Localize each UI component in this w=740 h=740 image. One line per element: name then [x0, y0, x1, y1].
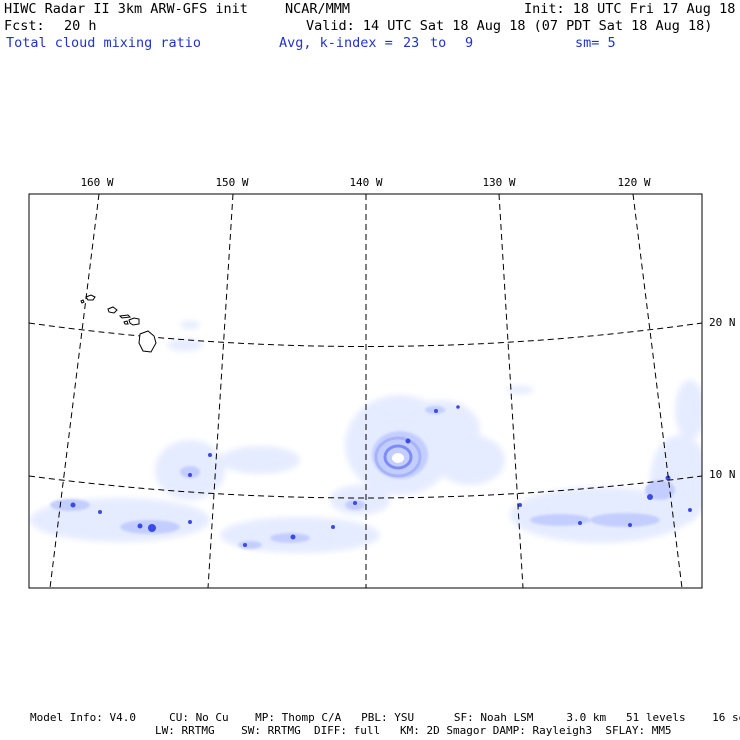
k-index-label: Avg, k-index = [279, 35, 393, 51]
field-name: Total cloud mixing ratio [6, 35, 202, 51]
lon-label-140w: 140 W [349, 176, 383, 189]
model-title: HIWC Radar II 3km ARW-GFS init [4, 1, 248, 17]
valid-time: Valid: 14 UTC Sat 18 Aug 18 (07 PDT Sat … [306, 18, 713, 34]
model-info-line-2: LW: RRTMG SW: RRTMG DIFF: full KM: 2D Sm… [155, 724, 672, 737]
lat-label-10n: 10 N [709, 468, 736, 481]
plot-frame [28, 193, 703, 589]
forecast-hours: 20 h [64, 18, 97, 34]
lon-label-130w: 130 W [482, 176, 516, 189]
island-hawaii [138, 330, 157, 353]
cloud-intense-cells [70, 405, 692, 547]
k-index-to-word: to [430, 35, 447, 51]
island-niihau [80, 299, 85, 304]
island-oahu [107, 306, 118, 314]
hawaiian-islands [80, 294, 157, 353]
lon-label-160w: 160 W [80, 176, 114, 189]
meridian-150w [207, 193, 234, 589]
cloud-field [30, 321, 702, 553]
meridian-130w [498, 193, 524, 589]
island-molokai [118, 314, 132, 319]
organization-label: NCAR/MMM [285, 1, 351, 17]
k-index-from: 23 [403, 35, 420, 51]
k-index-to: 9 [465, 35, 474, 51]
hurricane-eye [392, 453, 404, 463]
model-info-line-1: Model Info: V4.0 CU: No Cu MP: Thomp C/A… [30, 711, 740, 724]
hurricane-bands [374, 436, 422, 478]
meridian-120w [632, 193, 683, 589]
graticule [28, 193, 703, 589]
lon-label-150w: 150 W [215, 176, 249, 189]
smoothing-label: sm= 5 [575, 35, 616, 51]
island-lanai [123, 320, 129, 325]
island-maui [128, 317, 140, 326]
init-time: Init: 18 UTC Fri 17 Aug 18 [524, 1, 736, 17]
island-kauai [85, 294, 96, 301]
forecast-label: Fcst: [4, 18, 45, 34]
meridian-160w [49, 193, 100, 589]
lon-label-120w: 120 W [617, 176, 651, 189]
lat-label-20n: 20 N [709, 316, 736, 329]
